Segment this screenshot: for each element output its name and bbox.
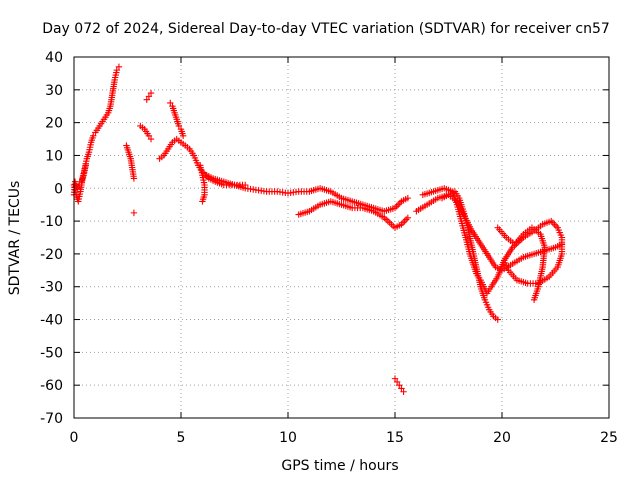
data-point: [179, 132, 187, 139]
data-point: [558, 240, 566, 248]
data-point: [74, 185, 81, 192]
data-point: [199, 198, 206, 205]
data-point: [530, 296, 538, 304]
x-axis-label: GPS time / hours: [281, 458, 398, 474]
x-tick-label: 10: [279, 430, 297, 446]
series-short-3-3h: [137, 122, 155, 143]
y-tick-label: 40: [45, 50, 63, 66]
data-point: [549, 219, 557, 226]
chart-title: Day 072 of 2024, Sidereal Day-to-day VTE…: [42, 21, 610, 37]
y-tick-label: 20: [45, 116, 63, 132]
axis-ticks: [73, 56, 610, 419]
series-late-track-d: [494, 224, 548, 304]
series-lower-track: [295, 198, 412, 231]
data-point: [404, 194, 412, 202]
y-tick-label: -20: [40, 247, 63, 263]
series-main-track: [156, 135, 412, 215]
data-point: [113, 66, 120, 74]
grid-lines: [73, 56, 610, 419]
y-tick-label: 30: [45, 83, 63, 99]
data-point: [143, 96, 150, 103]
y-tick-label: -70: [40, 411, 63, 427]
y-tick-label: -10: [40, 214, 63, 230]
x-tick-label: 25: [600, 430, 618, 446]
data-point: [396, 381, 403, 389]
data-point: [404, 214, 412, 222]
y-tick-label: -30: [40, 280, 63, 296]
series-low-cluster: [391, 375, 407, 395]
data-point: [82, 162, 89, 169]
series-short-3-5h: [143, 89, 155, 103]
data-point: [395, 201, 402, 208]
data-point: [403, 216, 410, 223]
x-tick-label: 0: [70, 430, 79, 446]
data-point: [147, 135, 155, 143]
data-point: [400, 388, 407, 395]
data-point: [393, 378, 401, 386]
data-point: [391, 375, 399, 382]
y-tick-label: 10: [45, 148, 63, 164]
series-dip-2-5h: [123, 142, 138, 182]
data-points: [70, 63, 566, 395]
y-axis-label: SDTVAR / TECUs: [7, 181, 23, 296]
y-tick-label: -50: [40, 345, 63, 361]
data-point: [494, 316, 501, 323]
tick-labels: 0 5 10 15 20 25 -70 -60 -50 -40 -30 -20 -10 0 10 20 30 40: [40, 50, 618, 446]
x-tick-label: 15: [386, 430, 404, 446]
y-tick-label: 0: [54, 181, 63, 197]
data-point: [242, 181, 249, 189]
data-point: [130, 209, 138, 217]
plot-frame: [73, 56, 610, 419]
data-point: [115, 63, 123, 71]
y-tick-label: -40: [40, 313, 63, 329]
series-outlier: [130, 209, 138, 217]
data-point: [401, 217, 408, 225]
data-point: [398, 385, 405, 392]
data-point: [500, 257, 508, 264]
data-point: [167, 99, 174, 107]
data-point: [175, 122, 183, 130]
series-track-6-5h: [203, 171, 249, 189]
data-point: [145, 93, 153, 100]
data-point: [147, 89, 155, 97]
y-tick-label: -60: [40, 378, 63, 394]
data-point: [130, 175, 138, 182]
series-peak-4-5h: [167, 99, 187, 139]
x-tick-label: 5: [177, 430, 186, 446]
data-point: [90, 132, 97, 139]
data-point: [145, 132, 153, 139]
x-tick-label: 20: [493, 430, 511, 446]
data-point: [76, 181, 83, 189]
